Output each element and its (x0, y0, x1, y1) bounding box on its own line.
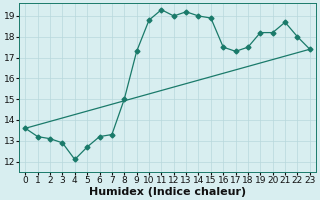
X-axis label: Humidex (Indice chaleur): Humidex (Indice chaleur) (89, 187, 246, 197)
